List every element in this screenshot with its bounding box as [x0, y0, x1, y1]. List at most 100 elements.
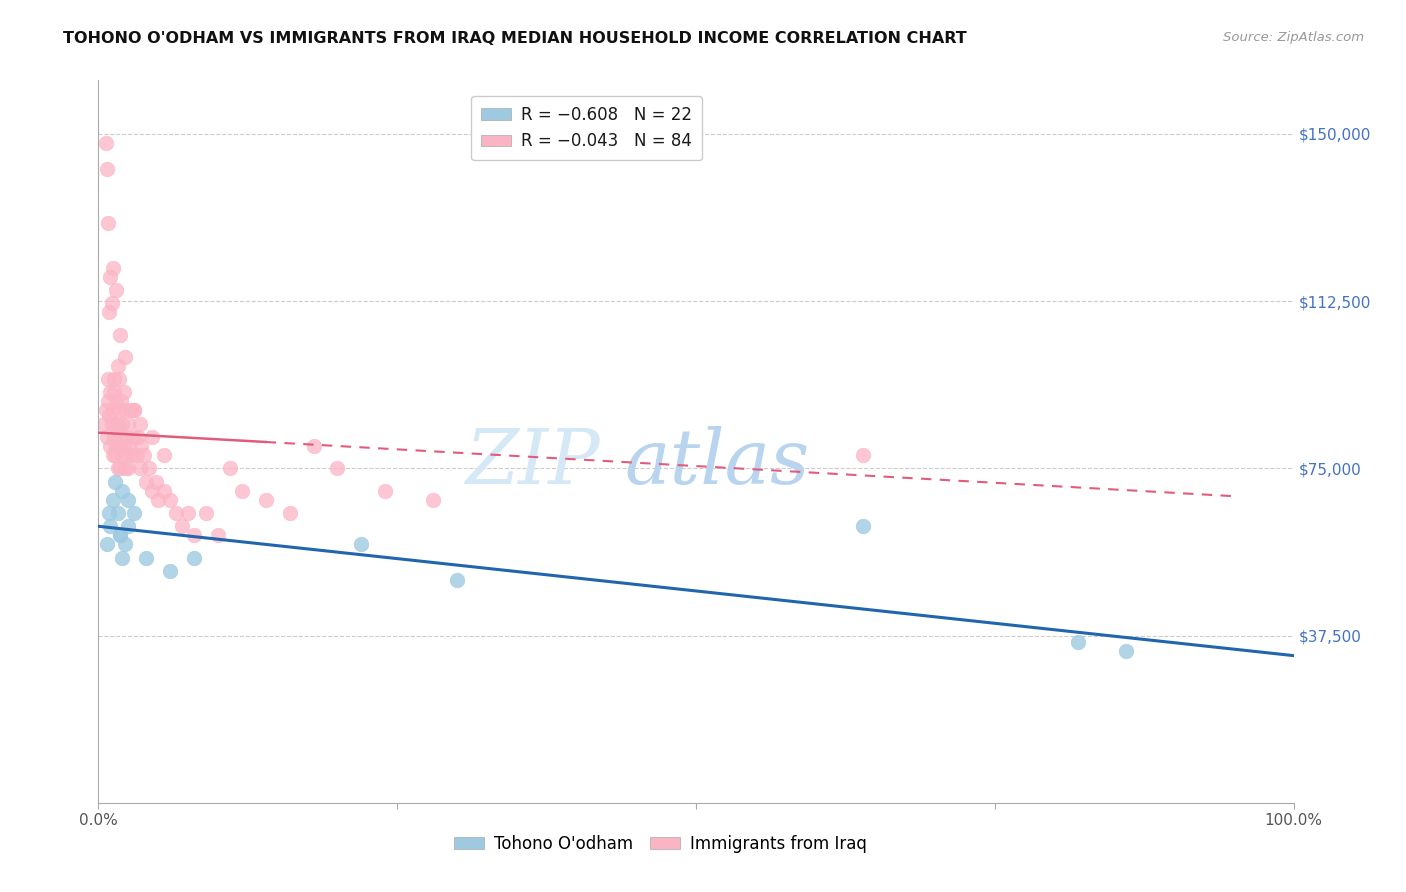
Point [165, 506, 187, 520]
Point [302, 439, 325, 453]
Point [103, 372, 125, 386]
Point [98, 385, 122, 400]
Point [107, 359, 129, 373]
Point [103, 430, 125, 444]
Point [159, 564, 181, 578]
Point [117, 417, 139, 431]
Point [98, 519, 122, 533]
Point [350, 537, 373, 551]
Point [108, 461, 131, 475]
Point [98, 269, 122, 284]
Point [374, 483, 396, 498]
Point [107, 439, 129, 453]
Point [852, 448, 875, 462]
Point [112, 385, 135, 400]
Point [97, 216, 120, 230]
Point [159, 492, 181, 507]
Point [108, 403, 131, 417]
Point [114, 403, 136, 417]
Point [177, 506, 200, 520]
Point [101, 448, 124, 462]
Point [114, 537, 136, 551]
Point [96, 162, 118, 177]
Point [124, 506, 146, 520]
Point [172, 519, 194, 533]
Point [107, 506, 129, 520]
Text: TOHONO O'ODHAM VS IMMIGRANTS FROM IRAQ MEDIAN HOUSEHOLD INCOME CORRELATION CHART: TOHONO O'ODHAM VS IMMIGRANTS FROM IRAQ M… [63, 31, 967, 46]
Point [96, 430, 118, 444]
Point [114, 350, 136, 364]
Point [94, 403, 117, 417]
Point [219, 461, 242, 475]
Point [105, 439, 128, 453]
Text: ZIP: ZIP [465, 426, 600, 500]
Point [153, 483, 176, 498]
Text: Source: ZipAtlas.com: Source: ZipAtlas.com [1223, 31, 1364, 45]
Point [852, 519, 875, 533]
Point [114, 461, 136, 475]
Point [111, 483, 134, 498]
Point [108, 528, 131, 542]
Point [118, 439, 141, 453]
Point [231, 483, 253, 498]
Point [207, 528, 229, 542]
Point [96, 537, 118, 551]
Point [117, 461, 139, 475]
Point [183, 528, 205, 542]
Point [111, 448, 134, 462]
Point [129, 417, 152, 431]
Point [135, 550, 157, 565]
Point [98, 305, 121, 319]
Point [120, 403, 142, 417]
Point [93, 417, 115, 431]
Point [115, 448, 138, 462]
Point [1067, 635, 1090, 649]
Point [141, 483, 163, 498]
Point [124, 403, 146, 417]
Point [98, 408, 121, 422]
Point [254, 492, 277, 507]
Point [98, 439, 122, 453]
Point [111, 550, 134, 565]
Point [94, 136, 117, 150]
Point [103, 385, 125, 400]
Point [124, 430, 146, 444]
Point [141, 430, 163, 444]
Point [195, 506, 218, 520]
Point [101, 492, 124, 507]
Point [104, 448, 127, 462]
Point [117, 519, 139, 533]
Point [326, 461, 349, 475]
Point [135, 475, 157, 489]
Point [97, 394, 120, 409]
Point [131, 439, 153, 453]
Point [1115, 644, 1137, 658]
Legend: Tohono O'odham, Immigrants from Iraq: Tohono O'odham, Immigrants from Iraq [447, 828, 873, 860]
Point [107, 461, 129, 475]
Point [100, 296, 122, 310]
Point [153, 448, 176, 462]
Point [278, 506, 301, 520]
Point [129, 461, 152, 475]
Point [105, 283, 128, 297]
Point [104, 417, 127, 431]
Point [97, 372, 120, 386]
Point [117, 492, 139, 507]
Point [145, 475, 167, 489]
Point [112, 439, 135, 453]
Point [107, 417, 129, 431]
Point [148, 492, 170, 507]
Point [127, 430, 149, 444]
Point [125, 448, 148, 462]
Point [138, 461, 160, 475]
Point [107, 372, 129, 386]
Point [422, 492, 444, 507]
Point [110, 394, 132, 409]
Point [110, 430, 132, 444]
Point [132, 448, 155, 462]
Point [98, 506, 121, 520]
Point [105, 394, 128, 409]
Point [108, 327, 131, 342]
Point [446, 573, 468, 587]
Point [101, 403, 124, 417]
